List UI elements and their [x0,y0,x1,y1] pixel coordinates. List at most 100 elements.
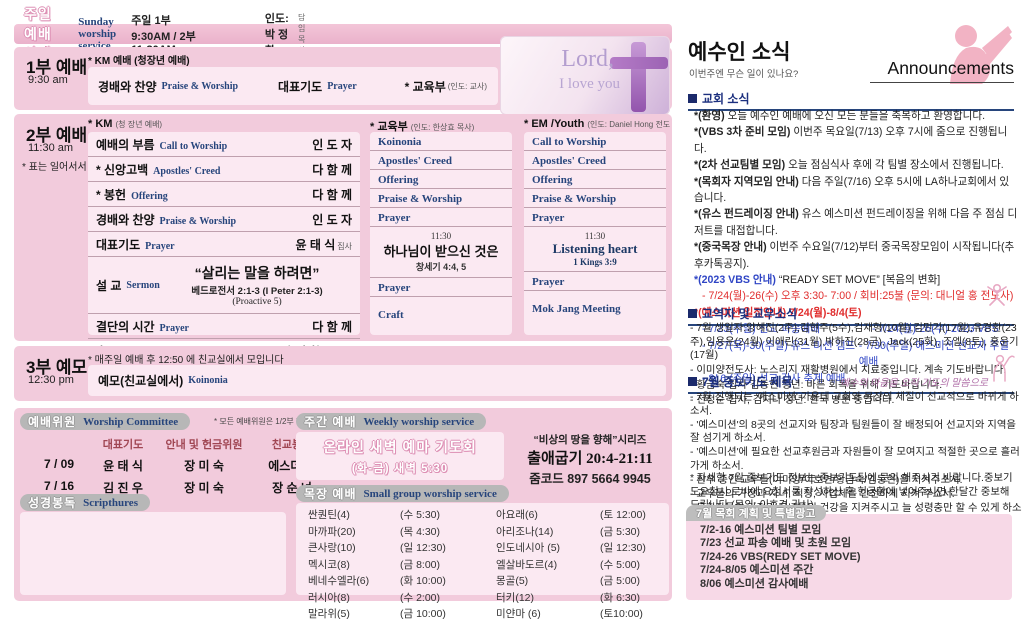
service2-title: 2부 예배 [26,126,88,145]
km-row-en: Apostles' Creed [153,166,221,177]
km-row-kr: 대표기도 [96,238,141,252]
edu-row: Apostles' Creed [370,151,512,170]
friends-header: 교역자 및 교우소식 [688,305,1014,326]
church-news-header: 교회 소식 [688,90,1014,111]
em-msg-title: Listening heart [552,241,638,256]
plan-pill: 7월 목회 계획 및 특별광고 [686,505,826,521]
sg-cell: (금 5:00) [600,575,641,587]
plan-item: 8/06 예스미션 감사예배 [700,577,809,590]
lord-graphic-card: Lord, I love you [500,36,670,115]
service1-item1-en: Praise & Worship [161,80,239,92]
weekly-title-en: Weekly worship service [363,415,475,428]
service1-edu: * 교육부 [404,79,446,94]
committee-note: * 모든 예배위원은 1/2부 함께 진행됩니다. [214,417,352,426]
sg-cell: 아리조나(14) [496,525,554,538]
km-row-who: 다 함 께 [312,320,352,334]
section-square-icon [688,309,697,318]
sermon-title: “살리는 말을 하려면” [194,265,320,281]
mission-row: - 7/27(목)-30(주일) 유스 미션 캠프 - 7/30(주일) 예스미… [694,338,1018,371]
edu-card: Koinonia Apostles' Creed Offering Praise… [370,132,512,335]
friends-title: 교역자 및 교우소식 [702,307,797,321]
sg-cell: (금 8:00) [400,558,441,571]
plan-item: 7/2-16 예스미션 팀별 모임 [700,524,822,536]
service1-time: 9:30 am [28,74,68,86]
service3-note: * 매주일 예배 후 12:50 에 친교실에서 모입니다 [88,355,284,366]
km-row-who: 다 함 께 [312,188,352,202]
sg-cell: 몽골(5) [496,575,529,587]
committee-col-header: 안내 및 헌금위원 [165,439,243,451]
km-header: * KM [88,118,113,130]
church-news-list: *(환영) 오늘 예수인 예배에 오신 모든 분들을 축복하고 환영합니다. *… [694,108,1018,387]
edu-row: Praise & Worship [370,189,512,208]
service1-title: 1부 예배 [26,58,88,77]
service2-block: 2부 예배 11:30 am * 표는 일어서서 * KM (청 장년 예배) … [14,114,672,359]
scriptures-title-en: Scripthures [83,496,138,509]
em-row: Call to Worship [524,132,666,151]
committee-col-header: 대표기도 [102,439,144,451]
prayer-title: 7월 중보기도 제목 [702,375,793,389]
em-row: Apostles' Creed [524,151,666,170]
weekly-passage-block: “비상의 땅을 향해”시리즈 출애굽기 20:4-21:11 줌코드 897 5… [511,432,669,487]
news-item-vbs-detail: - 7/24(월)-26(수) 오후 3:30- 7:00 / 회비:25불 (… [702,290,1014,303]
sg-cell: 터키(12) [496,591,534,604]
km-row-who: 인 도 자 [312,213,352,227]
service1-item2-kr: 대표기도 [278,79,323,94]
plan-item: 7/24-8/05 예스미션 주간 [700,564,814,577]
news-subtitle: 이번주엔 무슨 일이 있나요? [689,69,799,80]
sg-cell: 마까파(20) [308,525,356,538]
smallgroup-title-en: Small group worship service [363,487,497,500]
friend-item: - 전정순 집사, 김지나 청년: 한국 방문 중입니다. [690,395,895,407]
committee-title-kr: 예배위원 [28,415,77,429]
mission-cell: - 7/27(목)-30(주일) 유스 미션 캠프 [702,339,856,352]
km-card: 예배의 부름 Call to Worship 인 도 자 * 신앙고백 Apos… [88,132,360,359]
scriptures-card [20,512,286,595]
smallgroup-table: 싼퀀틴(4) (수 5:30) 아요래(6) (토 12:00) 마까파(20) (목 … [308,507,669,621]
edu-message: 11:30 하나님이 받으신 것은 창세기 4:4, 5 [370,227,512,278]
committee-date: 7 / 09 [43,457,75,471]
sg-cell: (금 5:30) [600,525,641,538]
announcements-label: Announcements [887,58,1014,78]
committee-table: 대표기도 안내 및 헌금위원 친교봉사 7 / 09 윤 태 식 장 미 숙 에… [28,436,332,496]
em-row: Prayer [524,208,666,227]
news-item: *(유스 펀드레이징 안내) 유스 예스미션 펀드레이징을 위해 다음 주 점심… [694,208,1018,237]
km-row: * 신앙고백 Apostles' Creed 다 함 께 [88,157,360,182]
sermon-series: (Proactive 5) [232,297,282,307]
km-header-note: (청 장년 예배) [115,120,163,129]
service3-row: 예모(친교실에서) Koinonia [88,365,666,396]
km-row-kr: * 봉헌 [96,188,127,202]
km-row-kr: 결단의 시간 [96,320,155,334]
plan-item: 7/24-26 VBS(REDY SET MOVE) [700,550,861,563]
plan-item: 7/23 선교 파송 예배 및 초원 모임 [700,537,852,550]
prayer-item: - '예스미션'의 8곳의 선교지와 팀장과 팀원들이 잘 배정되어 선교지와 … [690,419,1016,445]
news-item: *(2차 선교팀별 모임) 오늘 점심식사 후에 각 팀별 장소에서 진행됩니다… [694,159,1004,172]
km-row-who: 윤 태 식 [295,238,336,252]
sg-cell: (일 12:30) [600,542,646,554]
sg-cell: (화 6:30) [600,591,641,604]
service3-title: 3부 예모 [26,358,88,377]
committee-prayer: 김 진 우 [103,481,143,495]
service1-km-note: * KM 예배 (청장년 예배) [88,56,190,67]
committee-date: 7 / 16 [43,479,75,493]
section-square-icon [688,377,697,386]
prayer-deco-script: 예수의 마음을 오직 기도의 말씀으로 [840,378,988,389]
km-row: * 봉헌 Offering 다 함 께 [88,182,360,207]
sermon-ref: 베드로전서 2:1-3 (I Peter 2:1-3) [191,286,323,297]
edu-row: Craft [378,309,404,321]
prayer-header: 7월 중보기도 제목 예수의 마음을 오직 기도의 말씀으로 [688,373,1014,394]
sg-cell: (수 5:30) [400,509,441,521]
prayer-item: - '예스미션'에 필요한 선교후원금과 자원들이 잘 모여지고 적절한 곳으로… [690,447,1020,472]
news-item-mission: *(예스미션 일정안내) 7/24(월)-8/4(토) [694,306,862,319]
km-row-en: Prayer [159,323,189,334]
km-row-role: 집사 [337,242,352,251]
committee-pill: 예배위원 Worship Committee [20,413,191,430]
km-row-en: Offering [131,191,168,202]
em-row: Praise & Worship [524,189,666,208]
service2-time: 11:30 am [28,142,74,154]
mission-row: - 7/23(주일) 선교 파송예배 - 7/24(월)-26(수) 2023 … [694,321,1018,337]
mission-cell: - 7/23(주일) 선교 파송예배 [702,323,821,336]
sg-cell: 베네수엘라(6) [308,575,370,587]
em-msg-time: 11:30 [584,231,606,241]
em-row: Mok Jang Meeting [532,303,621,315]
news-title: 예수인 소식 [688,41,791,64]
